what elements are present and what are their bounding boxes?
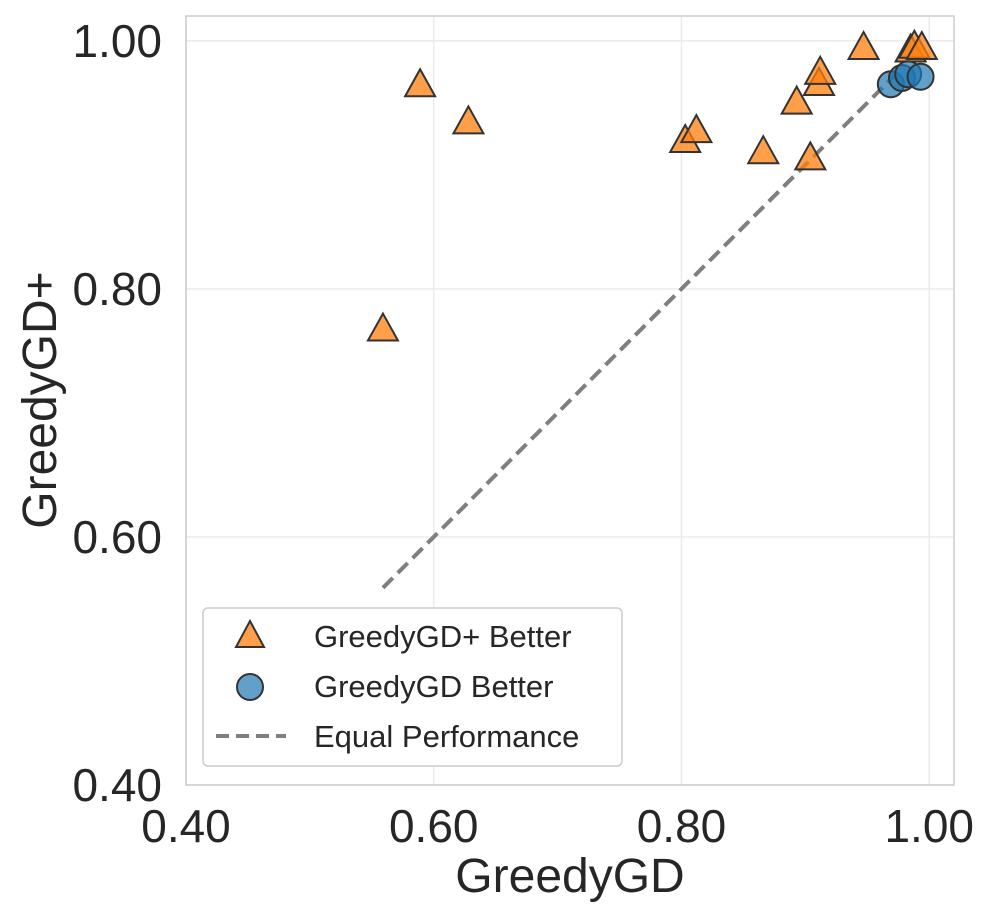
y-tick-label: 0.80 — [72, 263, 162, 315]
tick-labels: 0.40 0.60 0.80 1.00 0.40 0.60 0.80 1.00 — [72, 15, 974, 852]
triangle-point — [366, 311, 400, 342]
circle-point — [906, 62, 935, 91]
legend-box — [202, 607, 623, 767]
triangle-point — [746, 134, 780, 165]
legend: GreedyGD+ Better GreedyGD Better Equal P… — [202, 607, 623, 767]
triangle-point — [803, 54, 837, 85]
plot-frame — [185, 15, 955, 786]
legend-label-greedygd-better: GreedyGD Better — [314, 669, 553, 704]
triangle-point — [679, 113, 714, 144]
y-axis-label: GreedyGD+ — [14, 271, 67, 528]
legend-label-greedygd-plus-better: GreedyGD+ Better — [314, 619, 572, 654]
triangle-point — [905, 29, 939, 61]
legend-label-equal-performance: Equal Performance — [314, 719, 579, 754]
y-tick-label: 0.60 — [72, 511, 162, 563]
legend-circle-icon — [236, 673, 264, 701]
legend-triangle-icon — [234, 618, 266, 648]
triangle-point — [779, 84, 814, 115]
equal-performance-line-group — [381, 70, 900, 590]
triangle-point — [793, 140, 828, 171]
y-tick-label: 0.40 — [72, 759, 162, 811]
triangle-point — [403, 67, 437, 98]
x-tick-label: 1.00 — [884, 800, 974, 852]
data-points — [366, 28, 939, 342]
x-axis-label: GreedyGD — [455, 850, 684, 903]
triangle-point — [846, 29, 881, 61]
equal-performance-line — [381, 70, 900, 590]
x-tick-label: 0.40 — [141, 800, 231, 852]
x-tick-label: 0.80 — [637, 800, 727, 852]
y-tick-label: 1.00 — [72, 15, 162, 67]
triangle-point — [451, 104, 486, 135]
x-tick-label: 0.60 — [389, 800, 479, 852]
